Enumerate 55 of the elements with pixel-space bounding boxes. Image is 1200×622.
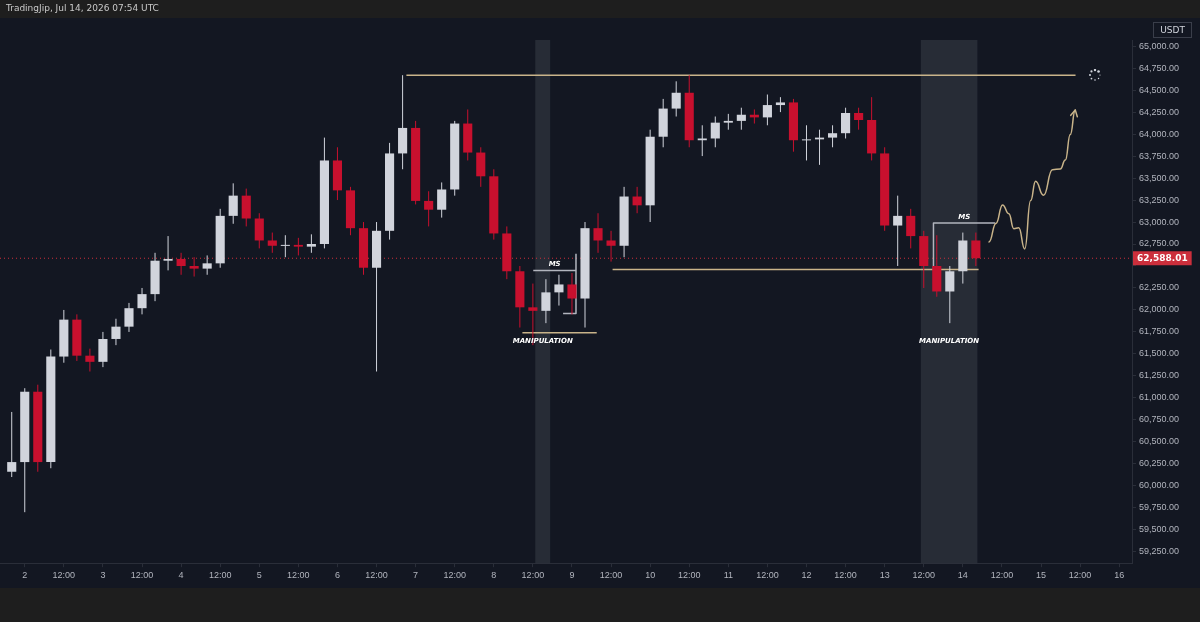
y-tick-label: 60,750.00 <box>1139 414 1180 425</box>
y-tick-label: 64,500.00 <box>1139 84 1180 95</box>
x-tick-label: 12:00 <box>287 570 310 581</box>
x-tick-label: 15 <box>1036 570 1047 581</box>
y-tick-label: 60,000.00 <box>1139 480 1180 491</box>
y-tick-label: 61,750.00 <box>1139 326 1180 337</box>
y-tick-label: 63,250.00 <box>1139 194 1180 205</box>
y-tick-label: 63,000.00 <box>1139 216 1180 227</box>
y-tick-label: 61,500.00 <box>1139 348 1180 359</box>
x-tick-label: 6 <box>334 570 340 581</box>
x-tick-label: 7 <box>413 570 419 581</box>
x-tick-label: 2 <box>22 570 28 581</box>
y-tick-label: 61,000.00 <box>1139 392 1180 403</box>
y-tick-label: 65,000.00 <box>1139 40 1180 51</box>
x-tick-label: 12:00 <box>130 570 154 581</box>
x-tick-label: 12:00 <box>912 570 936 581</box>
x-tick-label: 16 <box>1114 570 1125 581</box>
chart-title: TradingJip, Jul 14, 2026 07:54 UTC <box>6 3 159 13</box>
x-tick-label: 12:00 <box>677 570 701 581</box>
x-tick-label: 12:00 <box>834 570 857 581</box>
x-tick-label: 12 <box>801 570 812 581</box>
y-tick-label: 59,750.00 <box>1139 502 1180 513</box>
x-tick-label: 5 <box>256 570 262 581</box>
x-tick-label: 8 <box>491 570 497 581</box>
x-tick-label: 12:00 <box>52 570 76 581</box>
y-tick-label: 60,500.00 <box>1139 436 1180 447</box>
x-tick-label: 12:00 <box>1068 570 1092 581</box>
y-tick-label: 64,250.00 <box>1139 106 1180 117</box>
ref-line-label: 62,588.01 <box>1137 252 1188 263</box>
x-tick-label: 12:00 <box>443 570 466 581</box>
x-tick-label: 12:00 <box>521 570 545 581</box>
x-tick-label: 12:00 <box>756 570 779 581</box>
y-tick-label: 60,250.00 <box>1139 458 1180 469</box>
y-tick-label: 64,750.00 <box>1139 62 1180 73</box>
y-tick-label: 59,250.00 <box>1139 546 1180 557</box>
x-tick-label: 4 <box>178 570 184 581</box>
y-tick-label: 61,250.00 <box>1139 370 1180 381</box>
y-tick-label: 62,000.00 <box>1139 304 1180 315</box>
x-tick-label: 12:00 <box>365 570 388 581</box>
y-axis-title: USDT <box>1153 22 1192 38</box>
y-tick-label: 63,750.00 <box>1139 150 1180 161</box>
y-tick-label: 59,500.00 <box>1139 524 1180 535</box>
x-tick-label: 9 <box>569 570 575 581</box>
x-tick-label: 14 <box>957 570 968 581</box>
y-tick-label: 64,000.00 <box>1139 128 1180 139</box>
x-tick-label: 11 <box>723 570 733 581</box>
x-tick-label: 12:00 <box>599 570 623 581</box>
y-tick-label: 62,250.00 <box>1139 282 1180 293</box>
x-tick-label: 12:00 <box>208 570 232 581</box>
x-tick-label: 13 <box>879 570 890 581</box>
x-tick-label: 12:00 <box>990 570 1014 581</box>
y-tick-label: 62,750.00 <box>1139 238 1180 249</box>
x-tick-label: 3 <box>100 570 106 581</box>
x-tick-label: 10 <box>645 570 656 581</box>
y-tick-label: 63,500.00 <box>1139 172 1180 183</box>
